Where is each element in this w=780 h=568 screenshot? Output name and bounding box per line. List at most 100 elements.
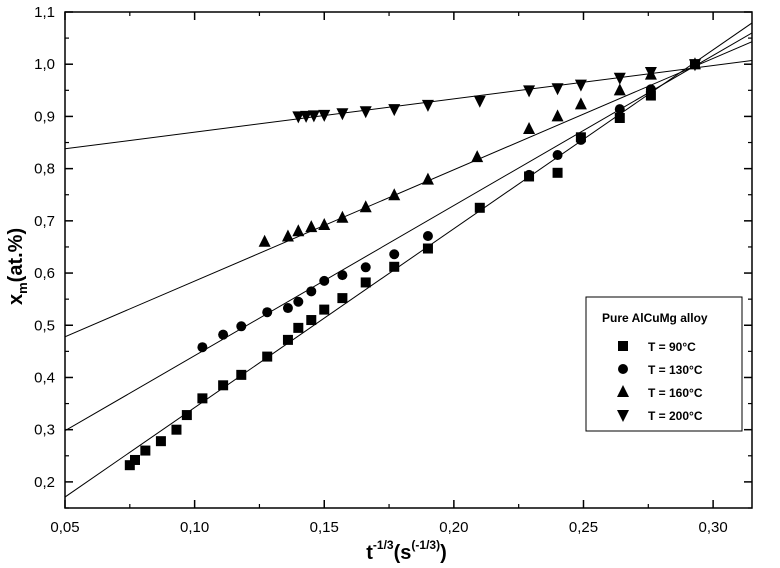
x-axis-title: t-1/3(s(-1/3)): [366, 538, 447, 564]
data-point: [360, 277, 371, 288]
data-point: [140, 445, 151, 456]
y-tick-label: 0,4: [34, 369, 55, 386]
legend-marker: [618, 341, 628, 351]
fit-line-4: [65, 60, 752, 150]
data-point: [318, 109, 331, 122]
data-point: [262, 307, 273, 318]
data-point: [688, 59, 701, 72]
data-point: [258, 234, 271, 247]
tick-labels: 0,05 0,10 0,15 0,20 0,25 0,30 0,2 0,3 0,4 0,5 0,6 0…: [34, 4, 728, 536]
series-2: [197, 59, 700, 353]
data-point: [614, 104, 625, 115]
data-point: [292, 111, 305, 124]
fit-line-2: [65, 32, 752, 432]
y-axis-title-unit: (at.%): [5, 228, 27, 282]
data-points: [124, 57, 701, 471]
data-point: [306, 286, 317, 297]
y-tick-label: 0,8: [34, 161, 55, 178]
data-point: [574, 79, 587, 92]
legend-item-3: T = 160°C: [617, 385, 703, 400]
legend-item-1: T = 90°C: [618, 340, 696, 354]
x-tick-label: 0,20: [439, 519, 468, 536]
y-tick-label: 0,9: [34, 108, 55, 125]
data-point: [181, 410, 192, 421]
fit-line-1: [65, 22, 752, 498]
data-point: [552, 150, 563, 161]
fit-lines: [65, 22, 752, 498]
legend-item-2: T = 130°C: [618, 363, 703, 377]
legend-title: Pure AlCuMg alloy: [602, 311, 708, 325]
data-point: [197, 393, 208, 404]
y-axis-title: xm(at.%): [5, 228, 30, 305]
data-point: [359, 200, 372, 213]
x-tick-label: 0,15: [310, 519, 339, 536]
y-tick-label: 1,0: [34, 56, 55, 73]
legend: Pure AlCuMg alloy T = 90°C T = 130°C T = 1…: [585, 296, 743, 432]
y-tick-label: 1,1: [34, 4, 55, 21]
data-point: [360, 262, 371, 273]
data-point: [337, 270, 348, 281]
x-tick-label: 0,10: [180, 519, 209, 536]
data-point: [337, 293, 348, 304]
data-point: [474, 202, 485, 213]
data-point: [306, 315, 317, 326]
y-tick-label: 0,6: [34, 265, 55, 282]
data-point: [645, 84, 656, 95]
data-point: [645, 90, 656, 101]
data-point: [218, 329, 229, 340]
series-4: [292, 59, 701, 124]
x-axis-title-unit-superscript: (-1/3): [411, 538, 440, 552]
legend-marker: [617, 385, 629, 397]
data-point: [319, 304, 330, 315]
x-tick-label: 0,25: [569, 519, 598, 536]
data-point: [471, 150, 484, 163]
data-point: [124, 460, 135, 471]
legend-label: T = 160°C: [648, 386, 703, 400]
data-point: [523, 85, 536, 98]
x-axis-title-superscript: -1/3: [373, 538, 394, 552]
series-3: [258, 57, 701, 247]
data-point: [281, 229, 294, 242]
x-axis-title-symbol: t: [366, 542, 373, 564]
plot-frame: [64, 11, 753, 509]
data-point: [524, 169, 535, 180]
data-point: [575, 134, 586, 145]
legend-label: T = 200°C: [648, 409, 703, 423]
data-point: [551, 83, 564, 96]
data-point: [236, 369, 247, 380]
data-point: [282, 303, 293, 314]
data-point: [552, 167, 563, 178]
data-point: [613, 83, 626, 96]
data-point: [155, 436, 166, 447]
y-tick-label: 0,7: [34, 213, 55, 230]
y-axis-title-symbol: x: [5, 294, 27, 305]
legend-item-4: T = 200°C: [617, 409, 703, 423]
data-point: [197, 342, 208, 353]
data-point: [388, 104, 401, 117]
data-point: [359, 106, 372, 119]
data-point: [336, 210, 349, 223]
data-point: [307, 110, 320, 123]
data-point: [421, 172, 434, 185]
y-tick-label: 0,5: [34, 317, 55, 334]
data-point: [305, 220, 318, 233]
data-point: [523, 121, 536, 134]
data-point: [421, 99, 434, 112]
data-point: [293, 322, 304, 333]
data-point: [282, 334, 293, 345]
fit-line-3: [65, 41, 752, 338]
x-axis-title-unit-close: ): [440, 542, 447, 564]
legend-marker: [618, 364, 628, 374]
data-point: [473, 95, 486, 108]
x-tick-label: 0,30: [699, 519, 728, 536]
legend-label: T = 90°C: [648, 340, 696, 354]
legend-label: T = 130°C: [648, 363, 703, 377]
data-point: [614, 112, 625, 123]
data-point: [262, 351, 273, 362]
data-point: [551, 109, 564, 122]
x-axis-title-unit: (s: [394, 542, 412, 564]
data-point: [293, 296, 304, 307]
data-point: [318, 218, 331, 231]
data-point: [236, 321, 247, 332]
data-point: [422, 243, 433, 254]
